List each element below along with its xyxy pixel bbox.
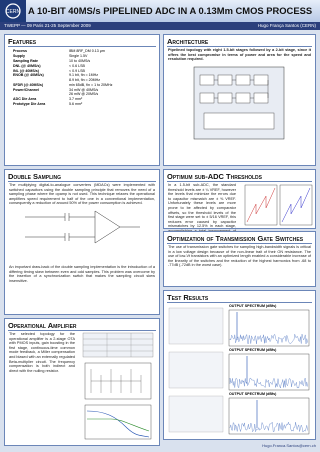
author: Hugo França Santos (CERN) [257, 23, 316, 28]
feature-row: ADC Die Area 3.7 mm² [11, 97, 114, 102]
feature-value: 8.9 bit, fin = 20MHz [69, 78, 101, 83]
subheader-band [0, 22, 320, 30]
section-title: Architecture [167, 37, 312, 47]
feature-row: DNL (@ 40MS/s) < 0.6 LSB [11, 63, 114, 68]
feature-value: 10 to 40MS/s [69, 58, 91, 63]
double-sampling-circuit [25, 210, 140, 244]
feature-row: Process IBM 8RF_DM 0.13 μm [11, 49, 114, 54]
spectrum-figure: OUTPUT SPECTRUM (dBfs) [167, 348, 312, 392]
feature-value: IBM 8RF_DM 0.13 μm [69, 49, 105, 54]
text-block [168, 351, 224, 389]
architecture-diagram [193, 66, 285, 140]
feature-name: Sampling Rate [13, 58, 38, 63]
features-table: Process IBM 8RF_DM 0.13 μm Supply Single 1.… [11, 49, 114, 106]
spectrum-figure: OUTPUT SPECTRUM (dBfs) [167, 392, 312, 436]
test-results-panel: Test Results OUTPUT SPECTRUM (dBfs) OUTPU… [163, 290, 316, 440]
feature-name: Power/Channel [13, 87, 39, 92]
feature-value: < 0.9 LSB [69, 68, 85, 73]
text-block [168, 395, 224, 433]
event: TWEPP — 09 Paris 21-25 September 2009 [4, 23, 91, 28]
section-title: Features [8, 37, 156, 47]
threshold-plots [244, 184, 313, 226]
architecture-panel: Architecture Pipelined topology with eig… [163, 34, 316, 166]
body-text: Pipelined topology with eight 1.5-bit st… [168, 48, 311, 62]
caption: An important draw-back of the double sam… [9, 264, 155, 283]
body-text: The multiplying digital-to-analogue conv… [9, 183, 155, 206]
feature-name: SFDR (@ 40MS/s) [13, 82, 44, 87]
feature-name: ENOB (@ 40MS/s) [13, 73, 44, 78]
poster-title: A 10-BIT 40MS/s PIPELINED ADC IN A 0.13M… [28, 5, 313, 16]
text-block [168, 307, 224, 345]
feature-value: min 65dB, fin = 1 to 20MHz [69, 82, 113, 87]
section-title: Test Results [167, 293, 312, 303]
opamp-figures [82, 332, 154, 440]
feature-name: Supply [13, 54, 25, 59]
spectrum-trace [229, 334, 308, 344]
feature-name: Process [13, 49, 27, 54]
body-text: The use of transmission gate switches fo… [168, 245, 311, 268]
footer-email: Hugo.Franca.Santos@cern.ch [262, 443, 316, 448]
plot-frame [228, 309, 310, 347]
spectrum-figure: OUTPUT SPECTRUM (dBfs) [167, 304, 312, 348]
feature-name: Prototype Die Area [13, 101, 46, 106]
feature-row: SFDR (@ 40MS/s) min 65dB, fin = 1 to 20MH… [11, 82, 114, 87]
section-title: Optimization of Transmission Gate Switch… [167, 234, 312, 244]
feature-value: < 0.6 LSB [69, 63, 85, 68]
plot-frame [228, 397, 310, 435]
double-sampling-panel: Double Sampling The multiplying digital-… [4, 169, 160, 315]
opamp-panel: Operational Amplifier The selected topol… [4, 318, 160, 446]
body-text: The selected topology for the operationa… [9, 332, 75, 373]
section-title: Optimum sub-ADC Thresholds [167, 172, 312, 182]
feature-value: 34 mW @ 40MS/s [69, 87, 99, 92]
plot-title: OUTPUT SPECTRUM (dBfs) [229, 304, 277, 308]
feature-name: INL (@ 40MS/s) [13, 68, 40, 73]
feature-row: Supply Single 1.5V [11, 54, 114, 59]
spectrum-plot [168, 307, 310, 347]
feature-row: 26 mW @ 20MS/s [11, 92, 114, 97]
section-title: Double Sampling [8, 172, 156, 182]
plot-title: OUTPUT SPECTRUM (dBfs) [229, 348, 277, 352]
feature-name: ADC Die Area [13, 97, 37, 102]
feature-value: 26 mW @ 20MS/s [69, 92, 99, 97]
feature-row: Power/Channel 34 mW @ 40MS/s [11, 87, 114, 92]
feature-row: Prototype Die Area 5.6 mm² [11, 102, 114, 107]
feature-row: 8.9 bit, fin = 20MHz [11, 78, 114, 83]
spectrum-trace [229, 421, 308, 433]
feature-value: 5.6 mm² [69, 101, 83, 106]
spectrum-trace [229, 377, 308, 389]
feature-row: ENOB (@ 40MS/s) 9.1 bit, fin = 1MHz [11, 73, 114, 78]
logo: CERN [0, 0, 26, 22]
spectrum-plot [168, 351, 310, 391]
plot-title: OUTPUT SPECTRUM (dBfs) [229, 392, 277, 396]
features-panel: Features Process IBM 8RF_DM 0.13 μm Supply… [4, 34, 160, 166]
spectrum-plot [168, 395, 310, 435]
section-title: Operational Amplifier [8, 321, 156, 331]
feature-value: 9.1 bit, fin = 1MHz [69, 73, 99, 78]
svg-text:CERN: CERN [6, 9, 21, 15]
feature-value: 3.7 mm² [69, 97, 83, 102]
feature-name: DNL (@ 40MS/s) [13, 63, 41, 68]
feature-row: INL (@ 40MS/s) < 0.9 LSB [11, 68, 114, 73]
feature-row: Sampling Rate 10 to 40MS/s [11, 59, 114, 64]
tgate-panel: Optimization of Transmission Gate Switch… [163, 231, 316, 287]
feature-value: Single 1.5V [69, 54, 88, 59]
title-band [0, 0, 320, 22]
body-text: In a 1.5-bit sub-ADC, the standard thres… [168, 183, 236, 238]
sub-adc-panel: Optimum sub-ADC Thresholds In a 1.5-bit … [163, 169, 316, 238]
